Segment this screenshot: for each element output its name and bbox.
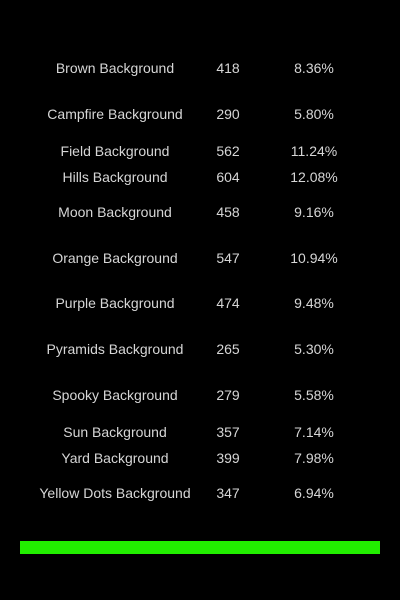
trait-name: Spooky Background: [52, 387, 178, 403]
trait-count: 418: [216, 60, 240, 76]
trait-percent: 11.24%: [290, 143, 338, 159]
trait-name: Yard Background: [61, 450, 169, 466]
trait-row: Orange Background 547 10.94%: [0, 248, 400, 268]
trait-name: Campfire Background: [47, 106, 183, 122]
trait-row: Brown Background 418 8.36%: [0, 58, 400, 78]
trait-row: Field Background 562 11.24%: [0, 141, 400, 161]
trait-count: 399: [216, 450, 240, 466]
trait-count: 290: [216, 106, 240, 122]
trait-percent: 5.80%: [294, 106, 334, 122]
trait-count: 347: [216, 485, 240, 501]
trait-row: Hills Background 604 12.08%: [0, 167, 400, 187]
trait-name: Orange Background: [52, 250, 178, 266]
trait-percent: 9.48%: [294, 295, 334, 311]
trait-count: 474: [216, 295, 240, 311]
trait-percent: 8.36%: [294, 60, 334, 76]
trait-percent: 5.58%: [294, 387, 334, 403]
trait-row: Sun Background 357 7.14%: [0, 422, 400, 442]
trait-row: Spooky Background 279 5.58%: [0, 385, 400, 405]
trait-percent: 5.30%: [294, 341, 334, 357]
trait-percent: 12.08%: [290, 169, 338, 185]
trait-row: Moon Background 458 9.16%: [0, 202, 400, 222]
trait-row: Pyramids Background 265 5.30%: [0, 339, 400, 359]
trait-row: Yard Background 399 7.98%: [0, 448, 400, 468]
trait-percent: 6.94%: [294, 485, 334, 501]
trait-percent: 9.16%: [294, 204, 334, 220]
trait-name: Hills Background: [62, 169, 168, 185]
trait-count: 357: [216, 424, 240, 440]
trait-count: 604: [216, 169, 240, 185]
trait-count: 458: [216, 204, 240, 220]
trait-percent: 7.98%: [294, 450, 334, 466]
trait-row: Yellow Dots Background 347 6.94%: [0, 483, 400, 503]
trait-count: 265: [216, 341, 240, 357]
trait-row: Purple Background 474 9.48%: [0, 293, 400, 313]
trait-name: Brown Background: [55, 60, 175, 76]
trait-count: 562: [216, 143, 240, 159]
trait-name: Moon Background: [58, 204, 172, 220]
accent-bar: [20, 541, 380, 554]
trait-count: 547: [216, 250, 240, 266]
trait-count: 279: [216, 387, 240, 403]
trait-name: Sun Background: [63, 424, 167, 440]
trait-name: Field Background: [60, 143, 170, 159]
trait-row: Campfire Background 290 5.80%: [0, 104, 400, 124]
trait-percent: 7.14%: [294, 424, 334, 440]
trait-name: Yellow Dots Background: [39, 485, 191, 501]
trait-percent: 10.94%: [290, 250, 338, 266]
trait-name: Purple Background: [55, 295, 175, 311]
trait-name: Pyramids Background: [46, 341, 184, 357]
